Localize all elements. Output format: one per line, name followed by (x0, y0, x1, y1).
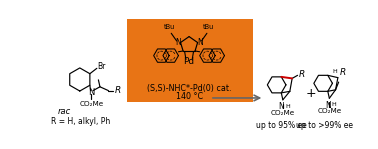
Text: R: R (340, 68, 347, 77)
Text: N: N (197, 38, 203, 47)
Text: H: H (332, 69, 337, 74)
Text: H: H (285, 104, 290, 109)
Text: N: N (279, 102, 284, 111)
Text: tBu: tBu (164, 24, 175, 30)
Text: CO₂Me: CO₂Me (271, 110, 295, 116)
Text: Pd: Pd (183, 57, 195, 66)
Text: R: R (115, 86, 121, 95)
Bar (127, 19, 253, 102)
Text: N: N (325, 101, 331, 110)
Text: (S,S)-NHC*-Pd(0) cat.: (S,S)-NHC*-Pd(0) cat. (147, 84, 231, 93)
Text: H: H (332, 102, 336, 107)
Text: rac: rac (57, 107, 71, 116)
Text: +: + (305, 87, 316, 100)
Text: R: R (299, 70, 305, 79)
Text: CO₂Me: CO₂Me (79, 101, 104, 107)
Text: CO₂Me: CO₂Me (317, 108, 341, 114)
Text: N: N (175, 38, 181, 47)
Text: Br: Br (98, 62, 106, 71)
Text: R = H, alkyl, Ph: R = H, alkyl, Ph (51, 117, 110, 126)
Text: N: N (88, 88, 94, 97)
Text: up to >99% ee: up to >99% ee (296, 121, 353, 130)
Text: tBu: tBu (203, 24, 214, 30)
Text: 140 °C: 140 °C (175, 92, 203, 101)
Text: up to 95% ee: up to 95% ee (256, 121, 307, 130)
